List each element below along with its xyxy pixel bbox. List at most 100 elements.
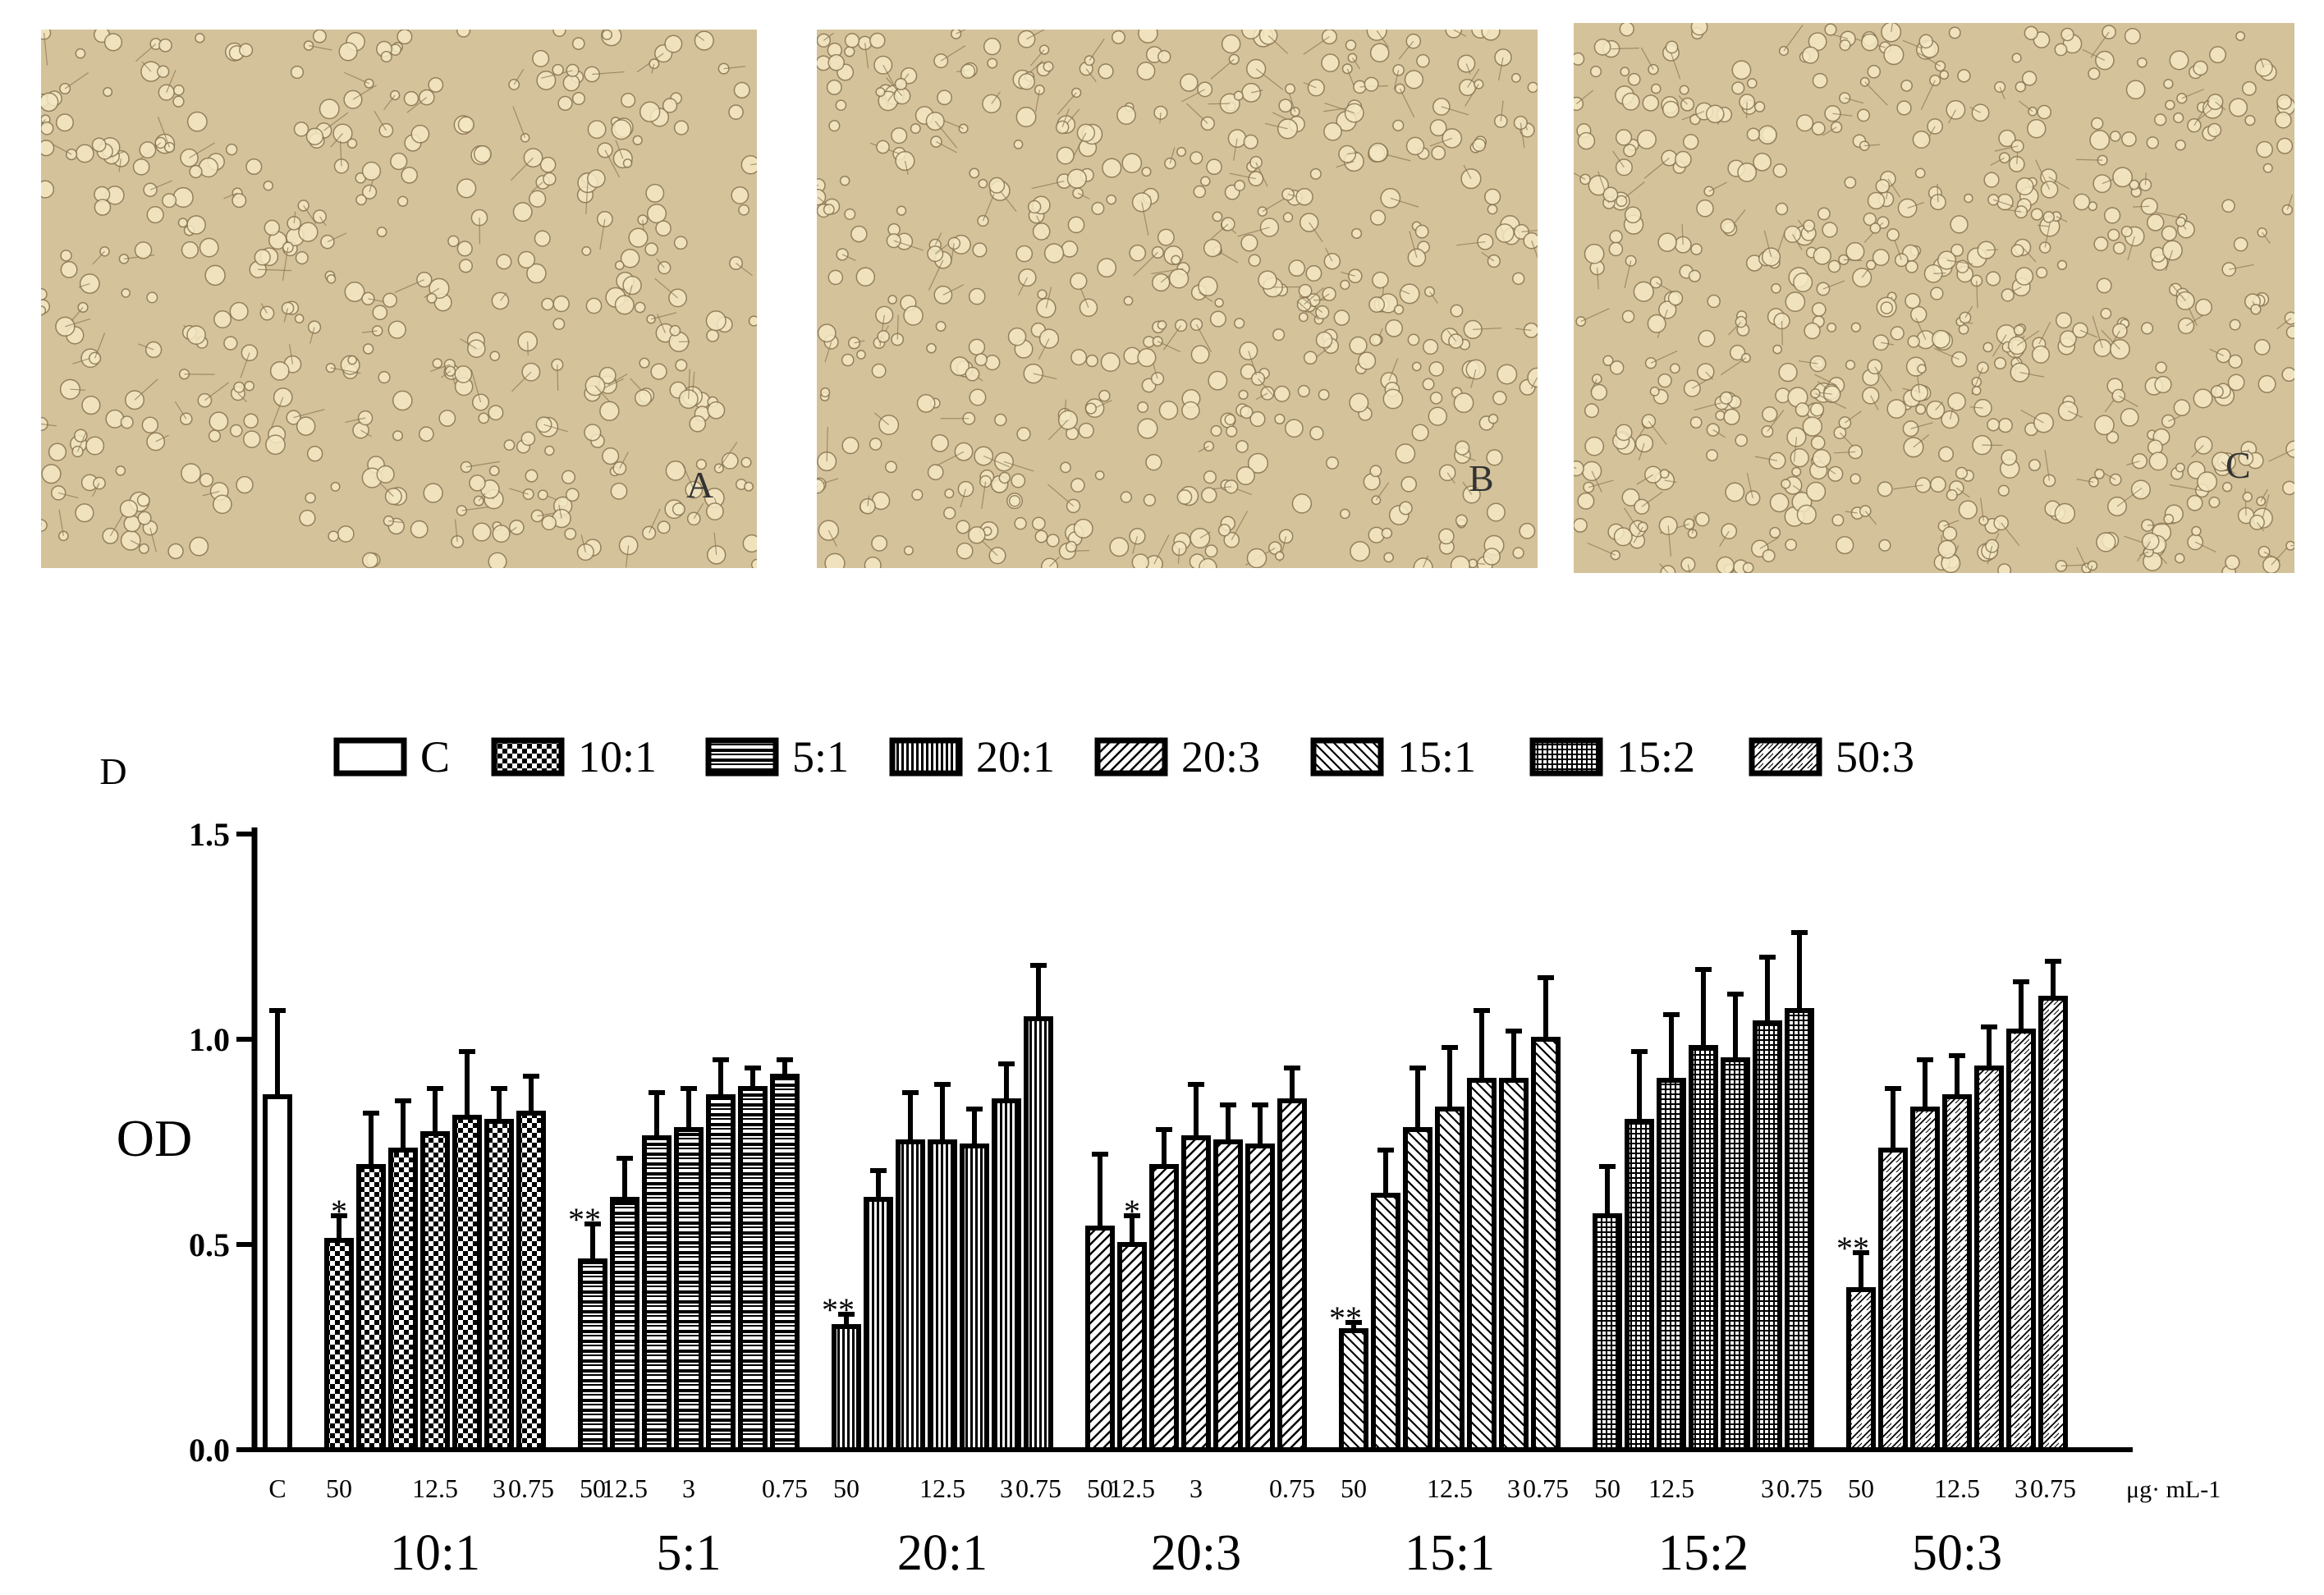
bar-50-3-3 [1942,1094,1972,1452]
x-tick-label: 3 [2015,1474,2028,1503]
micrograph-b-label: B [1469,457,1494,499]
x-tick-label: 50 [1341,1474,1367,1503]
x-tick-label: 50 [1848,1474,1874,1503]
legend-label: 20:3 [1181,732,1260,781]
y-tick-label: 1.5 [189,816,230,853]
x-tick-label: 3 [1761,1474,1774,1503]
bar-50-3-5 [2006,1029,2036,1452]
bar-50-3-4 [1974,1066,2004,1452]
bar-15-2-6 [1785,1008,1814,1452]
y-axis-label: OD [117,1109,192,1167]
bar-5-1-2 [642,1135,672,1452]
bar-5-1-5 [738,1086,768,1452]
legend-swatch [1529,737,1603,777]
x-tick-label: 50 [1594,1474,1620,1503]
x-tick-label: C [268,1474,286,1503]
micrograph-a: A [41,30,757,568]
micrograph-a-label: A [686,464,714,506]
x-tick-label: 0.75 [508,1474,554,1503]
bar-15-2-4 [1721,1057,1750,1452]
x-tick-label: 12.5 [1648,1474,1694,1503]
panel-label-d: D [99,750,126,792]
bar-control [263,1094,292,1452]
group-label: 10:1 [390,1525,480,1581]
x-tick-label: 3 [1190,1474,1203,1503]
micrograph-b-image [817,30,1538,568]
x-tick-label: 12.5 [1427,1474,1473,1503]
x-tick-label: 50 [1087,1474,1113,1503]
bar-50-3-0 [1846,1287,1876,1452]
bar-5-1-3 [674,1127,704,1452]
bar-10-1-1 [356,1164,386,1452]
x-tick-label: 50 [326,1474,352,1503]
bar-10-1-2 [388,1148,418,1452]
group-label: 20:3 [1151,1525,1241,1581]
x-tick-label: 12.5 [412,1474,458,1503]
x-tick-label: 3 [1507,1474,1520,1503]
bar-15-1-4 [1467,1078,1497,1452]
bar-15-2-2 [1657,1078,1686,1452]
x-tick-label: 12.5 [602,1474,648,1503]
x-tick-label: 50 [833,1474,859,1503]
legend-swatch [333,737,407,777]
x-tick-label: 12.5 [919,1474,965,1503]
x-unit-label: μg· mL-1 [2126,1476,2221,1503]
group-label: 5:1 [656,1525,721,1581]
bar-20-1-3 [928,1139,957,1452]
legend-swatch [889,737,963,777]
legend-swatch [705,737,779,777]
x-tick-label: 0.75 [1523,1474,1569,1503]
bar-10-1-4 [452,1115,482,1452]
micrograph-c-label: C [2225,444,2251,486]
bar-15-1-5 [1499,1078,1529,1452]
bar-50-3-6 [2038,996,2068,1452]
legend-label: C [420,732,450,781]
bar-15-2-0 [1593,1213,1622,1452]
y-tick-label: 1.0 [189,1021,230,1058]
legend-label: 20:1 [976,732,1055,781]
bar-15-1-1 [1371,1193,1400,1452]
x-tick-label: 0.75 [762,1474,808,1503]
x-tick-label: 12.5 [1109,1474,1155,1503]
legend-swatch [1749,737,1822,777]
significance-mark: ** [1329,1299,1362,1336]
bar-15-2-5 [1753,1020,1782,1452]
bar-20-3-4 [1213,1139,1243,1452]
bar-10-1-3 [420,1131,450,1452]
x-tick-label: 3 [1000,1474,1013,1503]
bar-5-1-4 [706,1094,736,1452]
bar-20-3-0 [1085,1226,1115,1452]
x-tick-label: 0.75 [1269,1474,1315,1503]
bar-20-1-2 [896,1139,925,1452]
bar-20-1-4 [960,1144,989,1452]
significance-mark: * [1124,1193,1140,1230]
x-tick-label: 0.75 [2030,1474,2076,1503]
bar-20-1-0 [832,1324,861,1452]
bar-10-1-0 [324,1238,354,1452]
x-tick-label: 3 [493,1474,506,1503]
bar-20-3-6 [1277,1098,1307,1452]
bar-10-1-5 [484,1119,514,1452]
bar-15-1-2 [1403,1127,1432,1452]
bar-15-1-0 [1339,1328,1368,1452]
bar-50-3-2 [1910,1107,1940,1452]
significance-mark: ** [822,1291,855,1328]
significance-mark: ** [1836,1230,1869,1267]
micrograph-a-image [41,30,757,568]
bar-50-3-1 [1878,1148,1908,1452]
bar-20-3-1 [1117,1242,1147,1452]
x-tick-label: 0.75 [1776,1474,1822,1503]
micrograph-c-image [1574,23,2294,573]
bar-5-1-6 [770,1074,800,1452]
y-tick-label: 0.0 [189,1432,230,1469]
micrograph-b: B [817,30,1538,568]
group-label: 50:3 [1912,1525,2002,1581]
y-tick-label: 0.5 [189,1226,230,1263]
group-label: 15:1 [1405,1525,1495,1581]
legend-swatch [1094,737,1168,777]
legend-label: 15:2 [1616,732,1695,781]
bar-15-2-1 [1625,1119,1654,1452]
group-label: 15:2 [1658,1525,1749,1581]
bar-15-1-3 [1435,1107,1465,1452]
